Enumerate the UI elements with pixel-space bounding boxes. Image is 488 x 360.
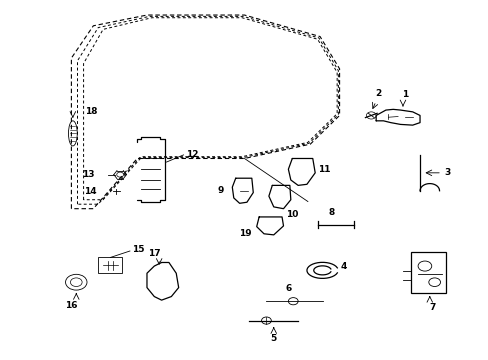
Text: 16: 16 xyxy=(65,301,78,310)
Text: 11: 11 xyxy=(317,165,329,174)
Text: 1: 1 xyxy=(402,90,407,99)
Text: 2: 2 xyxy=(375,89,381,98)
Text: 7: 7 xyxy=(428,303,434,312)
Text: 6: 6 xyxy=(285,284,291,293)
Text: 13: 13 xyxy=(82,170,95,179)
Text: 18: 18 xyxy=(85,107,97,116)
Text: 17: 17 xyxy=(148,249,160,258)
Text: 8: 8 xyxy=(327,208,334,217)
Text: 3: 3 xyxy=(444,168,450,177)
Text: 10: 10 xyxy=(285,210,298,219)
Text: 12: 12 xyxy=(185,150,198,159)
Text: 14: 14 xyxy=(83,187,96,196)
Text: 4: 4 xyxy=(340,262,346,271)
Text: 19: 19 xyxy=(239,229,251,238)
Text: 5: 5 xyxy=(270,334,276,343)
Text: 15: 15 xyxy=(132,245,144,254)
Text: 9: 9 xyxy=(217,186,224,195)
